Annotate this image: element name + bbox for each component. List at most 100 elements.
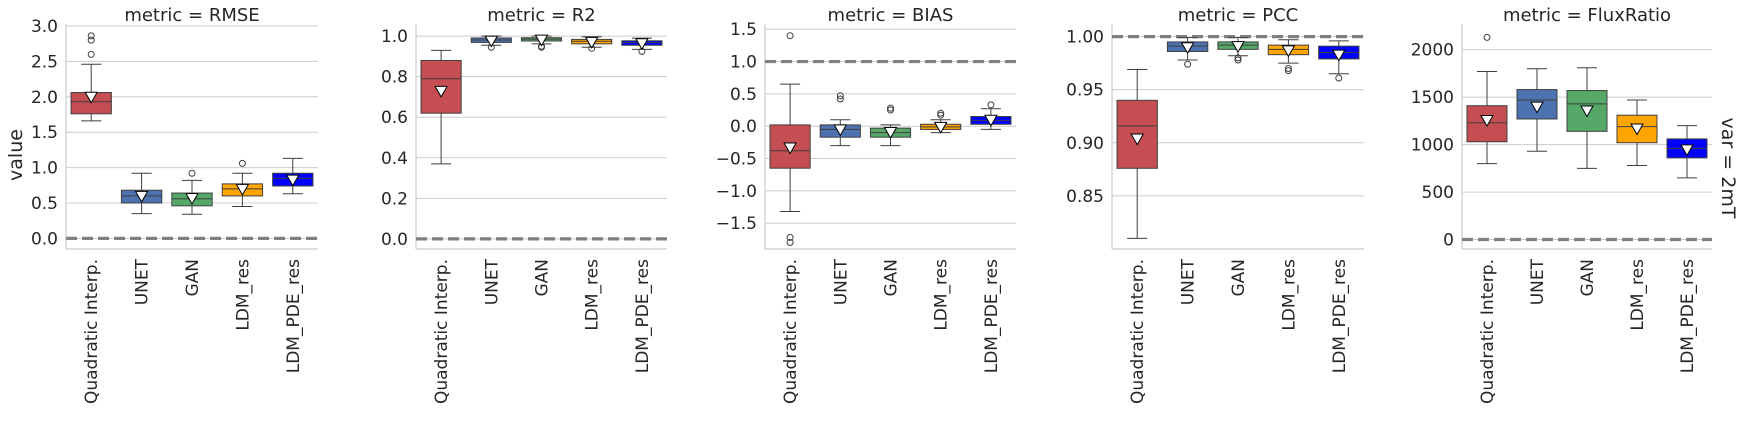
outlier-point (887, 106, 894, 114)
mean-marker (484, 35, 499, 48)
y-tick-label: 0.4 (381, 149, 408, 169)
y-tick-label: 1.5 (31, 123, 58, 143)
x-tick-label: GAN (882, 259, 902, 297)
y-tick-label: −1.5 (716, 214, 757, 234)
box-0 (70, 32, 112, 122)
box-0 (1466, 33, 1508, 165)
y-tick-label: 0.85 (1066, 187, 1104, 207)
y-tick-label: 0 (1443, 231, 1454, 251)
box-body (769, 124, 811, 169)
panel-title: metric = FluxRatio (1503, 5, 1671, 26)
y-tick-label: 1.0 (730, 53, 757, 73)
x-tick-label: LDM_PDE_res (1678, 259, 1698, 373)
facet-panel-3: 0.85 0.90 0.95 1.00 Quadratic Interp. UNET GAN… (1066, 5, 1364, 404)
box-0 (420, 49, 462, 165)
x-tick-label: Quadratic Interp. (432, 259, 452, 404)
outlier-point (937, 111, 945, 119)
y-tick-label: 0.95 (1066, 81, 1104, 101)
x-tick-label: GAN (1578, 259, 1598, 297)
facet-panel-0: 0.0 0.5 1.0 1.5 2.0 2.5 3.0 Quadratic Interp. UN… (31, 5, 318, 404)
mean-marker (933, 121, 948, 134)
box-3 (920, 109, 962, 134)
panel-title: metric = PCC (1178, 5, 1298, 26)
box-3 (571, 36, 613, 52)
panel-title: metric = R2 (487, 5, 595, 26)
y-tick-label: 1.0 (31, 159, 58, 179)
box-2 (1217, 37, 1259, 64)
y-tick-label: 0.6 (381, 108, 408, 128)
box-1 (470, 35, 512, 51)
mean-marker (1530, 101, 1544, 114)
facet-panel-1: 0.0 0.2 0.4 0.6 0.8 1.0 Quadratic Interp. UNET G… (381, 5, 667, 404)
y-tick-label: 0.8 (381, 68, 408, 88)
outlier-point (987, 101, 995, 109)
x-tick-label: UNET (133, 258, 153, 305)
mean-marker (434, 85, 448, 98)
y-tick-label: 0.90 (1066, 134, 1104, 154)
x-tick-label: LDM_res (1279, 259, 1299, 331)
mean-marker (833, 124, 848, 137)
box-4 (621, 37, 663, 55)
x-tick-label: LDM_res (233, 259, 253, 331)
y-tick-label: 1.00 (1066, 28, 1104, 48)
outlier-point (786, 32, 794, 40)
x-tick-label: Quadratic Interp. (1478, 259, 1498, 404)
mean-marker (984, 114, 998, 127)
outlier-point (836, 92, 844, 100)
box-3 (221, 159, 264, 208)
outlier-point (87, 36, 95, 44)
outlier-point (1335, 74, 1343, 82)
y-tick-label: 1.0 (381, 27, 408, 47)
x-tick-label: UNET (1528, 258, 1548, 305)
outlier-point (87, 32, 95, 40)
mean-marker (1130, 133, 1145, 146)
x-tick-label: GAN (1229, 259, 1249, 297)
x-tick-label: LDM_PDE_res (982, 259, 1002, 373)
outlier-point (1284, 67, 1292, 75)
outlier-point (786, 239, 794, 247)
mean-marker (84, 91, 99, 104)
mean-marker (1180, 42, 1195, 55)
mean-marker (235, 183, 250, 196)
y-tick-label: 2.5 (31, 52, 58, 72)
x-tick-label: GAN (533, 259, 553, 297)
box-1 (1516, 68, 1558, 152)
outlier-point (1184, 60, 1192, 68)
outlier-point (1234, 54, 1242, 62)
x-tick-label: LDM_res (1628, 259, 1648, 331)
outlier-point (1284, 64, 1292, 72)
y-tick-label: 1.5 (730, 20, 757, 40)
box-4 (1666, 125, 1708, 179)
box-4 (970, 101, 1012, 130)
facet-panel-4: 0 500 1000 1500 2000 Quadratic Interp. UNET GAN… (1411, 5, 1712, 404)
box-2 (869, 104, 912, 147)
outlier-point (188, 169, 196, 177)
box-0 (769, 32, 811, 247)
x-tick-label: LDM_PDE_res (1330, 259, 1350, 373)
x-tick-label: LDM_res (932, 259, 952, 331)
x-tick-label: Quadratic Interp. (1128, 259, 1148, 404)
outlier-point (836, 95, 844, 103)
x-tick-label: Quadratic Interp. (781, 259, 801, 404)
x-tick-label: GAN (183, 259, 203, 297)
box-2 (171, 169, 213, 215)
box-3 (1616, 99, 1658, 166)
y-tick-label: 2.0 (31, 88, 58, 108)
y-tick-label: 0.0 (31, 229, 58, 249)
y-tick-label: 3.0 (31, 17, 58, 37)
mean-marker (584, 36, 599, 49)
y-tick-label: 2000 (1411, 41, 1454, 61)
mean-marker (635, 38, 649, 51)
y-tick-label: 0.2 (381, 189, 408, 209)
mean-marker (1281, 45, 1296, 58)
box-3 (1267, 39, 1310, 75)
outlier-point (87, 50, 95, 58)
box-1 (819, 92, 861, 147)
mean-marker (1231, 41, 1245, 54)
mean-marker (883, 127, 898, 140)
mean-marker (534, 34, 549, 47)
y-tick-label: 0.5 (730, 85, 757, 105)
outlier-point (1234, 56, 1242, 64)
box-2 (520, 34, 563, 51)
